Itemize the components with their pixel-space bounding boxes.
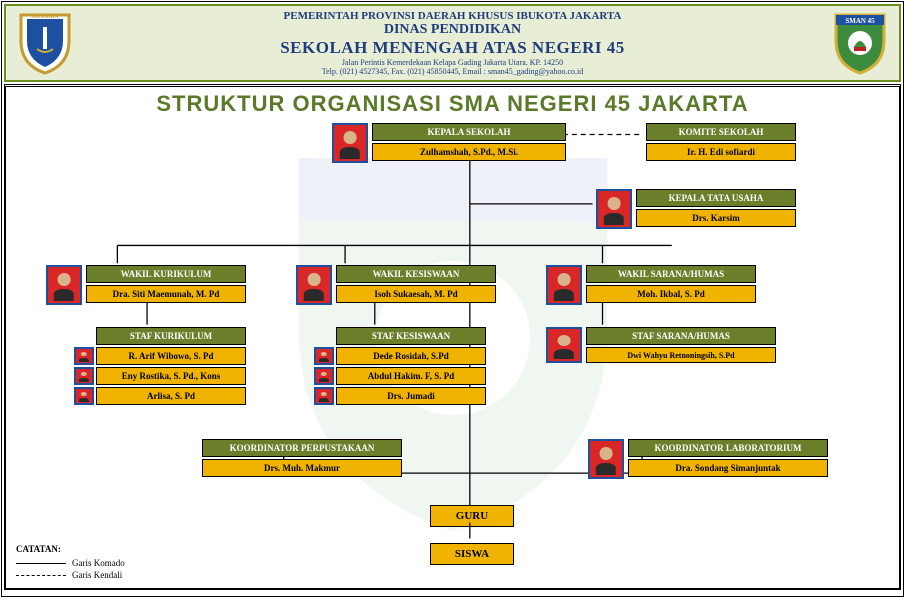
node-skes-0: Dede Rosidah, S.Pd (336, 347, 486, 365)
photo-wakil-kes (296, 265, 332, 305)
node-ssar-name: Dwi Wahyu Retnoningsih, S.Pd (586, 347, 776, 363)
node-kepala-name: Zulhamshah, S.Pd., M.Si. (372, 143, 566, 161)
node-skes-title: STAF KESISWAAN (336, 327, 486, 345)
legend-solid-label: Garis Komado (72, 558, 125, 568)
node-tu-title: KEPALA TATA USAHA (636, 189, 796, 207)
node-sk-1: Eny Rostika, S. Pd., Kons (96, 367, 246, 385)
header-line4: Jalan Perintis Kemerdekaan Kelapa Gading… (84, 58, 821, 67)
header-line1: PEMERINTAH PROVINSI DAERAH KHUSUS IBUKOT… (84, 10, 821, 23)
node-perpus-name: Drs. Muh. Makmur (202, 459, 402, 477)
legend-title: CATATAN: (16, 544, 125, 554)
header-line2: DINAS PENDIDIKAN (84, 22, 821, 38)
node-sk-2: Arlisa, S. Pd (96, 387, 246, 405)
svg-text:SMAN 45: SMAN 45 (845, 17, 875, 25)
chart-title: STRUKTUR ORGANISASI SMA NEGERI 45 JAKART… (6, 91, 899, 117)
node-wk-title: WAKIL KURIKULUM (86, 265, 246, 283)
legend: CATATAN: Garis Komado Garis Kendali (16, 544, 125, 580)
node-komite-title: KOMITE SEKOLAH (646, 123, 796, 141)
svg-text:JAYA RAYA: JAYA RAYA (32, 15, 59, 20)
node-guru: GURU (430, 505, 514, 527)
photo-wakil-kur (46, 265, 82, 305)
photo-tata-usaha (596, 189, 632, 229)
photo-wakil-sar (546, 265, 582, 305)
node-lab-name: Dra. Sondang Simanjuntak (628, 459, 828, 477)
page: JAYA RAYA PEMERINTAH PROVINSI DAERAH KHU… (1, 1, 904, 597)
header-line5: Telp. (021) 4527345, Fax. (021) 45850445… (84, 67, 821, 76)
node-wkes-name: Isoh Sukaesah, M. Pd (336, 285, 496, 303)
legend-solid-icon (16, 563, 66, 564)
photo-sk-0 (74, 347, 94, 365)
photo-sk-1 (74, 367, 94, 385)
node-ws-name: Moh. Ikbal, S. Pd (586, 285, 756, 303)
left-logo: JAYA RAYA (10, 8, 80, 78)
node-skes-2: Drs. Jumadi (336, 387, 486, 405)
node-lab-title: KOORDINATOR LABORATORIUM (628, 439, 828, 457)
node-ws-title: WAKIL SARANA/HUMAS (586, 265, 756, 283)
node-sk-title: STAF KURIKULUM (96, 327, 246, 345)
photo-skes-0 (314, 347, 334, 365)
node-perpus-title: KOORDINATOR PERPUSTAKAAN (202, 439, 402, 457)
photo-skes-2 (314, 387, 334, 405)
header-text: PEMERINTAH PROVINSI DAERAH KHUSUS IBUKOT… (84, 10, 821, 77)
legend-dashed-icon (16, 575, 66, 576)
header-line3: SEKOLAH MENENGAH ATAS NEGERI 45 (84, 38, 821, 58)
photo-ssar (546, 327, 582, 363)
header-band: JAYA RAYA PEMERINTAH PROVINSI DAERAH KHU… (4, 4, 901, 82)
node-komite-name: Ir. H. Edi sofiardi (646, 143, 796, 161)
photo-lab (588, 439, 624, 479)
right-logo: SMAN 45 (825, 8, 895, 78)
node-sk-0: R. Arif Wibowo, S. Pd (96, 347, 246, 365)
photo-sk-2 (74, 387, 94, 405)
node-tu-name: Drs. Karsim (636, 209, 796, 227)
node-ssar-title: STAF SARANA/HUMAS (586, 327, 776, 345)
node-wkes-title: WAKIL KESISWAAN (336, 265, 496, 283)
node-skes-1: Abdul Hakim. F, S. Pd (336, 367, 486, 385)
photo-skes-1 (314, 367, 334, 385)
org-chart: STRUKTUR ORGANISASI SMA NEGERI 45 JAKART… (4, 84, 901, 590)
sman45-shield-icon: SMAN 45 (832, 11, 888, 75)
node-kepala-title: KEPALA SEKOLAH (372, 123, 566, 141)
photo-kepala (332, 123, 368, 163)
jaya-raya-shield-icon: JAYA RAYA (17, 11, 73, 75)
node-siswa: SISWA (430, 543, 514, 565)
legend-dashed-label: Garis Kendali (72, 570, 122, 580)
node-wk-name: Dra. Siti Maemunah, M. Pd (86, 285, 246, 303)
